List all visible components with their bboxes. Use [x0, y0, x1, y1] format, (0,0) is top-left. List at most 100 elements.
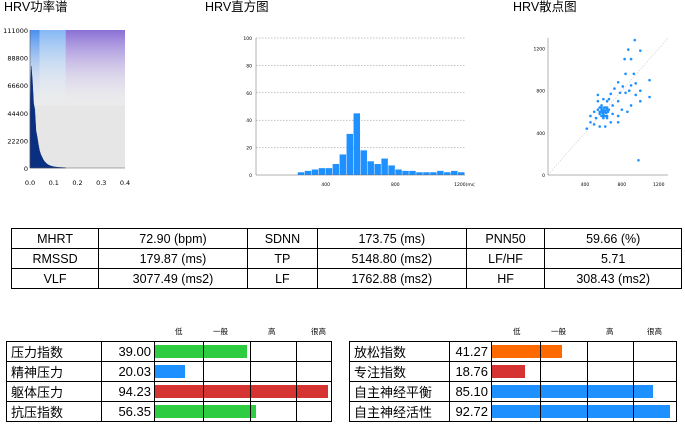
- scatter-point: [639, 89, 642, 92]
- table-row: RMSSD 179.87 (ms) TP 5148.80 (ms2) LF/HF…: [10, 248, 682, 269]
- y-tick-label: 0: [542, 173, 545, 179]
- level-divider: [587, 362, 588, 381]
- scatter-point: [607, 97, 611, 101]
- histogram-bar: [451, 170, 458, 175]
- histogram-bar: [381, 158, 388, 175]
- y-tick-label: 22200: [7, 137, 28, 145]
- scatter-point: [633, 38, 637, 42]
- scatter-point: [598, 110, 601, 114]
- left-index-table: 压力指数 39.00 精神压力 20.03 躯体压力 94.23 抗压指数 56.35: [6, 341, 332, 422]
- level-divider: [250, 402, 251, 421]
- index-value: 39.00: [101, 341, 155, 362]
- x-tick-label: 1200: [653, 182, 665, 188]
- level-divider: [587, 402, 588, 421]
- scatter-point: [609, 92, 613, 96]
- y-tick-label: 44400: [7, 110, 28, 118]
- histogram-bar: [360, 150, 367, 175]
- metric-value: 179.87 (ms): [98, 248, 248, 269]
- x-tick-label: 400: [581, 182, 590, 188]
- index-value: 56.35: [101, 401, 155, 422]
- histogram-bar: [332, 164, 340, 175]
- scatter-title: HRV散点图: [513, 0, 577, 14]
- index-bar: [492, 405, 670, 418]
- level-high: 高: [606, 327, 614, 336]
- scatter-point: [621, 85, 625, 88]
- scatter-point: [603, 125, 607, 128]
- index-bar: [492, 385, 653, 398]
- scatter-point: [637, 158, 640, 162]
- index-bar: [155, 345, 248, 358]
- index-value: 41.27: [449, 341, 492, 362]
- metric-value: 5148.80 (ms2): [317, 248, 467, 269]
- index-value: 92.72: [449, 401, 492, 422]
- index-row: 精神压力 20.03: [6, 361, 332, 382]
- frequency-band: [65, 30, 125, 106]
- scatter-point: [620, 108, 624, 111]
- index-bar-cell: [491, 341, 677, 362]
- scatter-point: [596, 99, 600, 103]
- index-label: 自主神经平衡: [349, 381, 450, 402]
- scatter-point: [639, 49, 642, 52]
- histogram-bar: [325, 168, 333, 175]
- level-divider: [587, 382, 588, 401]
- histogram-bar: [409, 170, 416, 175]
- scatter-point: [605, 99, 609, 103]
- scatter-point: [603, 114, 607, 118]
- index-label: 躯体压力: [6, 381, 102, 402]
- y-tick-label: 0: [24, 165, 28, 173]
- level-very-high: 很高: [647, 327, 662, 336]
- level-divider: [296, 402, 297, 421]
- histogram-bar: [423, 172, 430, 175]
- scatter-point: [594, 116, 598, 120]
- index-bar: [492, 345, 563, 358]
- frequency-band: [30, 30, 40, 106]
- histogram-bar: [318, 168, 326, 175]
- level-divider: [296, 342, 297, 361]
- scatter-point: [598, 106, 601, 109]
- scatter-point: [611, 104, 614, 107]
- level-divider: [633, 362, 634, 381]
- index-label: 自主神经活性: [349, 401, 450, 422]
- histogram-bar: [346, 133, 354, 175]
- y-tick-label: 111000: [3, 27, 28, 35]
- metric-label: SDNN: [246, 228, 319, 249]
- metric-label: RMSSD: [10, 248, 100, 269]
- scatter-point: [624, 72, 627, 76]
- index-row: 自主神经活性 92.72: [349, 401, 677, 422]
- scatter-point: [605, 114, 609, 118]
- histogram-chart: 100 80 60 40 20 0 400 800 1200(ms): [243, 36, 475, 188]
- y-tick-label: 0: [249, 173, 252, 179]
- histogram-bar: [311, 169, 319, 175]
- level-divider: [203, 362, 204, 381]
- scatter-point: [603, 106, 606, 109]
- scatter-point: [585, 127, 589, 130]
- histogram-bar: [339, 154, 347, 175]
- level-divider: [203, 402, 204, 421]
- scatter-chart: 1200 800 400 0 400 800 1200: [534, 37, 669, 188]
- scatter-point: [596, 108, 600, 111]
- scatter-point: [624, 91, 627, 95]
- level-divider: [250, 382, 251, 401]
- histogram-bar: [388, 165, 395, 175]
- level-normal: 一般: [551, 327, 566, 336]
- index-bar-cell: [491, 361, 677, 382]
- index-label: 专注指数: [349, 361, 450, 382]
- index-bar-cell: [154, 381, 332, 402]
- x-tick-label: 1200(ms): [454, 182, 475, 188]
- scatter-point: [605, 106, 609, 109]
- scatter-point: [592, 110, 596, 114]
- y-tick-label: 66600: [7, 82, 28, 90]
- y-tick-label: 100: [243, 36, 252, 42]
- scatter-point: [616, 114, 620, 118]
- x-tick-label: 0.0: [25, 179, 35, 187]
- scatter-point: [600, 114, 603, 118]
- index-bar: [492, 365, 526, 378]
- histogram-bar: [416, 172, 423, 175]
- metrics-table: MHRT 72.90 (bpm) SDNN 173.75 (ms) PNN50 …: [10, 228, 682, 289]
- index-bar-cell: [154, 341, 332, 362]
- scatter-point: [629, 57, 633, 61]
- identity-line: [547, 37, 669, 176]
- power-spectrum-chart: 111000 88800 66600 44400 22200 0 0.0 0.1 0.2 0.3 0…: [3, 27, 130, 187]
- scatter-point: [629, 104, 633, 107]
- index-bar: [155, 365, 186, 378]
